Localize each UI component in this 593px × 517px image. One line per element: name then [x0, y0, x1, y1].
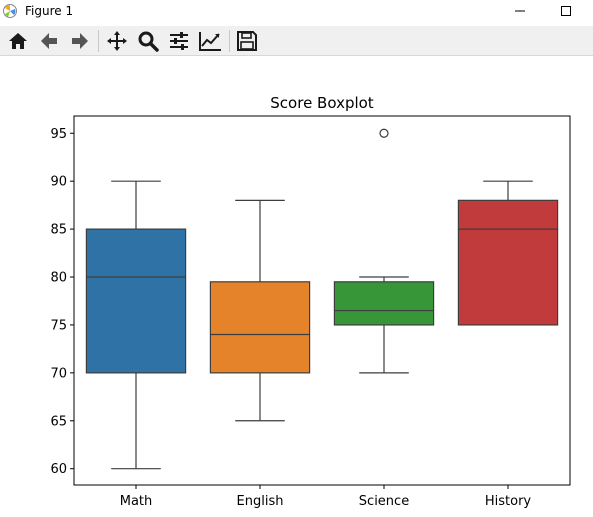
y-tick-label: 85 [50, 223, 67, 238]
navigation-toolbar [0, 26, 593, 56]
edit-axis-icon [199, 32, 221, 51]
maximize-icon [561, 6, 571, 16]
y-tick-label: 75 [50, 318, 67, 333]
save-button[interactable] [234, 29, 260, 53]
y-tick-label: 65 [50, 414, 67, 429]
math-box [85, 228, 187, 374]
configure-subplots-icon [170, 32, 188, 50]
y-tick-label: 60 [50, 462, 67, 477]
back-icon [41, 33, 57, 49]
axes-frame [73, 115, 571, 486]
matplotlib-app-icon [3, 4, 17, 18]
y-tick-label: 95 [50, 127, 67, 142]
forward-icon [72, 33, 88, 49]
english-box [209, 281, 311, 374]
toolbar-separator [98, 30, 99, 52]
edit-axis-button[interactable] [197, 29, 223, 53]
x-tick-label: Math [120, 494, 153, 509]
toolbar-separator [229, 30, 230, 52]
pan-button[interactable] [104, 29, 130, 53]
zoom-icon [138, 31, 159, 52]
x-tick-label: English [237, 494, 284, 509]
pan-icon [107, 31, 127, 51]
boxplot-chart: Score Boxplot 60 65 70 75 80 85 90 95 Math Englis… [50, 94, 571, 509]
forward-button[interactable] [67, 29, 93, 53]
figure-canvas[interactable]: Score Boxplot 60 65 70 75 80 85 90 95 Math Englis… [0, 57, 593, 513]
minimize-icon [515, 10, 525, 12]
home-button[interactable] [5, 29, 31, 53]
history-box [457, 199, 559, 326]
home-icon [9, 33, 27, 49]
maximize-button[interactable] [543, 0, 589, 22]
back-button[interactable] [36, 29, 62, 53]
window-title: Figure 1 [25, 4, 74, 18]
configure-subplots-button[interactable] [166, 29, 192, 53]
save-icon [237, 31, 257, 51]
y-tick-label: 70 [50, 366, 67, 381]
x-tick-label: Science [359, 494, 409, 509]
y-tick-label: 90 [50, 175, 67, 190]
zoom-button[interactable] [135, 29, 161, 53]
x-tick-label: History [485, 494, 532, 509]
science-outlier-point [379, 128, 389, 138]
y-tick-label: 80 [50, 271, 67, 286]
science-box [333, 281, 435, 326]
chart-title: Score Boxplot [270, 94, 374, 112]
window-titlebar: Figure 1 [0, 0, 593, 22]
minimize-button[interactable] [497, 0, 543, 22]
